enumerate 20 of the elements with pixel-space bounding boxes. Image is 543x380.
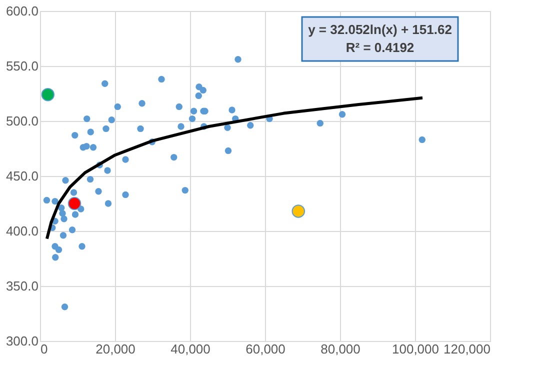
x-tick-label: 40,000 — [170, 342, 210, 356]
line-series — [45, 96, 424, 240]
y-tick-label: 300.0 — [6, 334, 38, 348]
y-tick-label: 500.0 — [6, 114, 38, 128]
x-tick-label: 100,000 — [392, 342, 439, 356]
x-tick-label: 120,000 — [444, 342, 490, 356]
y-tick-label: 550.0 — [6, 58, 38, 74]
annotation: R² = 0.4192 — [346, 40, 414, 55]
y-tick-label: 400.0 — [6, 224, 38, 238]
x-tick-label: 0 — [40, 342, 48, 356]
point — [68, 196, 82, 210]
y-tick-label: 600.0 — [6, 4, 38, 18]
x-tick-label: 80,000 — [320, 342, 360, 356]
y-tick-label: 450.0 — [6, 168, 38, 184]
y-tick-label: 350.0 — [6, 278, 38, 294]
point — [41, 88, 54, 102]
annotation: y = 32.052ln(x) + 151.62 — [308, 22, 452, 37]
point — [292, 204, 305, 218]
x-tick-label: 20,000 — [96, 342, 136, 356]
x-tick-label: 60,000 — [246, 342, 286, 356]
